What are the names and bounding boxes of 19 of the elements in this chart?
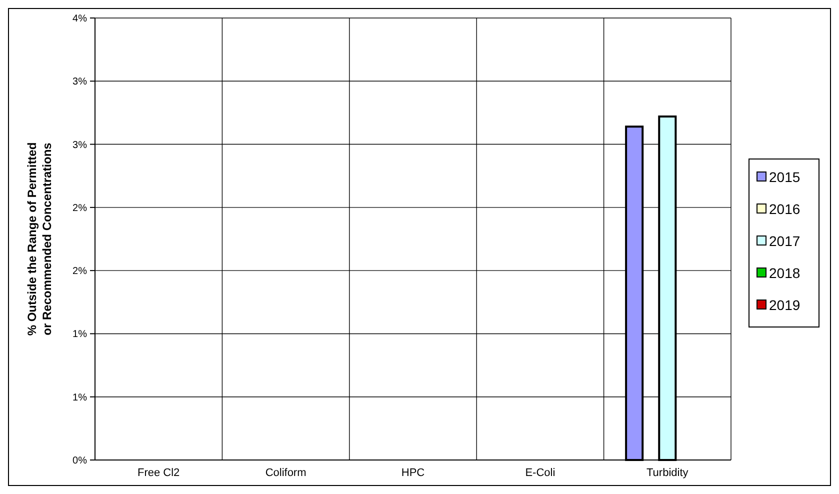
legend-label: 2018 bbox=[769, 264, 800, 281]
y-tick-label: 0% bbox=[72, 456, 88, 466]
y-tick-label: 3% bbox=[72, 140, 88, 151]
y-tick-label: 3% bbox=[72, 76, 88, 88]
y-tick-label: 1% bbox=[72, 329, 88, 340]
legend-label: 2016 bbox=[769, 200, 800, 217]
y-tick-label: 2% bbox=[72, 202, 88, 214]
x-tick-label: Turbidity bbox=[646, 467, 689, 479]
legend-label: 2017 bbox=[769, 232, 800, 249]
x-tick-label: Free Cl2 bbox=[138, 467, 180, 479]
x-tick-label: Coliform bbox=[265, 467, 306, 479]
y-tick-label: 1% bbox=[72, 392, 88, 404]
y-axis-title: % Outside the Range of Permitted or Recommended Concentrations bbox=[25, 142, 54, 336]
y-tick-label: 4% bbox=[72, 14, 88, 24]
x-tick-label: HPC bbox=[401, 467, 425, 479]
x-tick-label: E-Coli bbox=[525, 467, 556, 479]
legend-label: 2019 bbox=[769, 296, 800, 313]
y-tick-label: 2% bbox=[72, 266, 88, 278]
legend-label: 2015 bbox=[769, 168, 800, 185]
